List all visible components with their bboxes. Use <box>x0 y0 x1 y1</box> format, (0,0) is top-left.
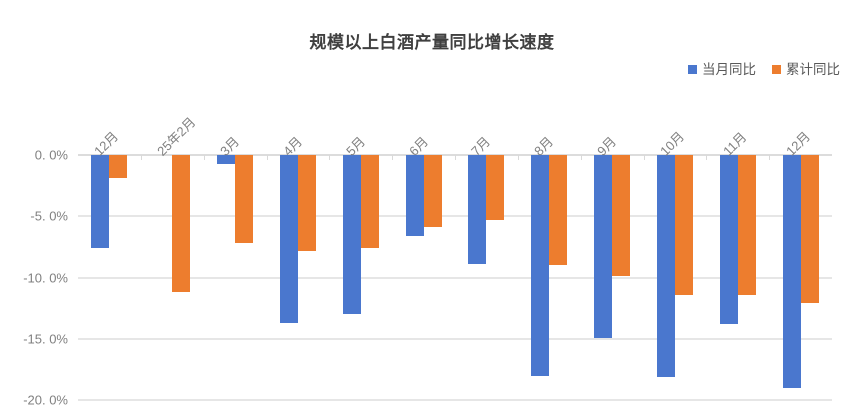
bar-group <box>329 155 392 400</box>
legend-label: 累计同比 <box>786 62 840 77</box>
bar-group <box>706 155 769 400</box>
bar-current-month[interactable] <box>405 155 424 236</box>
chart-title: 规模以上白酒产量同比增长速度 <box>309 33 555 52</box>
y-axis-tick-label: -15. 0% <box>23 331 68 347</box>
x-axis-tickmark <box>140 155 142 160</box>
bar-group <box>581 155 644 400</box>
legend-label: 当月同比 <box>702 62 756 77</box>
bar-group <box>78 155 141 400</box>
x-axis-tickmark <box>455 155 456 160</box>
x-axis-tickmark <box>392 155 394 160</box>
x-axis-tickmark <box>266 155 268 160</box>
legend-swatch-icon <box>772 65 781 75</box>
y-axis-tick-label: 0. 0% <box>34 147 68 163</box>
chart-legend: 当月同比 累计同比 <box>688 63 840 77</box>
bar-current-month[interactable] <box>782 155 801 388</box>
x-axis-tickmark <box>329 155 331 160</box>
bar-current-month[interactable] <box>342 155 361 315</box>
bar-cumulative[interactable] <box>800 155 819 304</box>
bar-group <box>644 155 707 400</box>
x-axis-tickmark <box>580 155 582 160</box>
bar-group <box>518 155 581 400</box>
gridline <box>78 215 832 218</box>
bar-cumulative[interactable] <box>737 155 756 295</box>
bar-cumulative[interactable] <box>423 155 442 228</box>
bar-cumulative[interactable] <box>612 155 631 277</box>
bar-cumulative[interactable] <box>549 155 568 266</box>
bar-cumulative[interactable] <box>235 155 254 244</box>
legend-item-cumulative[interactable]: 累计同比 <box>772 63 840 77</box>
bar-cumulative[interactable] <box>172 155 191 293</box>
y-axis-tick-label: -10. 0% <box>23 270 68 285</box>
bar-current-month[interactable] <box>656 155 675 377</box>
bar-current-month[interactable] <box>719 155 738 325</box>
bar-cumulative[interactable] <box>486 155 505 220</box>
x-axis-tick-label: 25年2月 <box>154 114 199 159</box>
x-axis-tickmark <box>769 155 771 160</box>
x-axis-tickmark <box>643 155 645 160</box>
y-axis: 0. 0% -5. 0% -10. 0% -15. 0% -20. 0% <box>0 0 78 409</box>
bar-current-month[interactable] <box>594 155 613 338</box>
plot-area <box>78 154 832 401</box>
x-axis-tickmark <box>203 155 205 160</box>
x-axis-tickmark <box>517 155 519 160</box>
bar-cumulative[interactable] <box>674 155 693 295</box>
bar-group <box>204 155 267 400</box>
gridline <box>78 399 832 401</box>
legend-swatch-icon <box>688 65 697 75</box>
gridline <box>78 276 832 279</box>
bar-cumulative[interactable] <box>109 155 128 179</box>
bar-current-month[interactable] <box>279 155 298 323</box>
bar-current-month[interactable] <box>531 155 550 376</box>
bar-group <box>141 155 204 400</box>
bar-current-month[interactable] <box>468 155 487 265</box>
legend-item-current-month[interactable]: 当月同比 <box>688 63 756 77</box>
x-axis-tickmark <box>706 155 708 160</box>
bar-group <box>769 155 832 400</box>
bar-group <box>455 155 518 400</box>
y-axis-tick-label: -5. 0% <box>30 208 68 224</box>
bar-group <box>392 155 455 400</box>
y-axis-tick-label: -20. 0% <box>23 392 68 408</box>
bar-group <box>267 155 330 400</box>
bar-current-month[interactable] <box>91 155 110 249</box>
bar-current-month[interactable] <box>217 155 236 164</box>
gridline <box>78 337 832 340</box>
bar-cumulative[interactable] <box>360 155 379 249</box>
bar-cumulative[interactable] <box>297 155 316 251</box>
